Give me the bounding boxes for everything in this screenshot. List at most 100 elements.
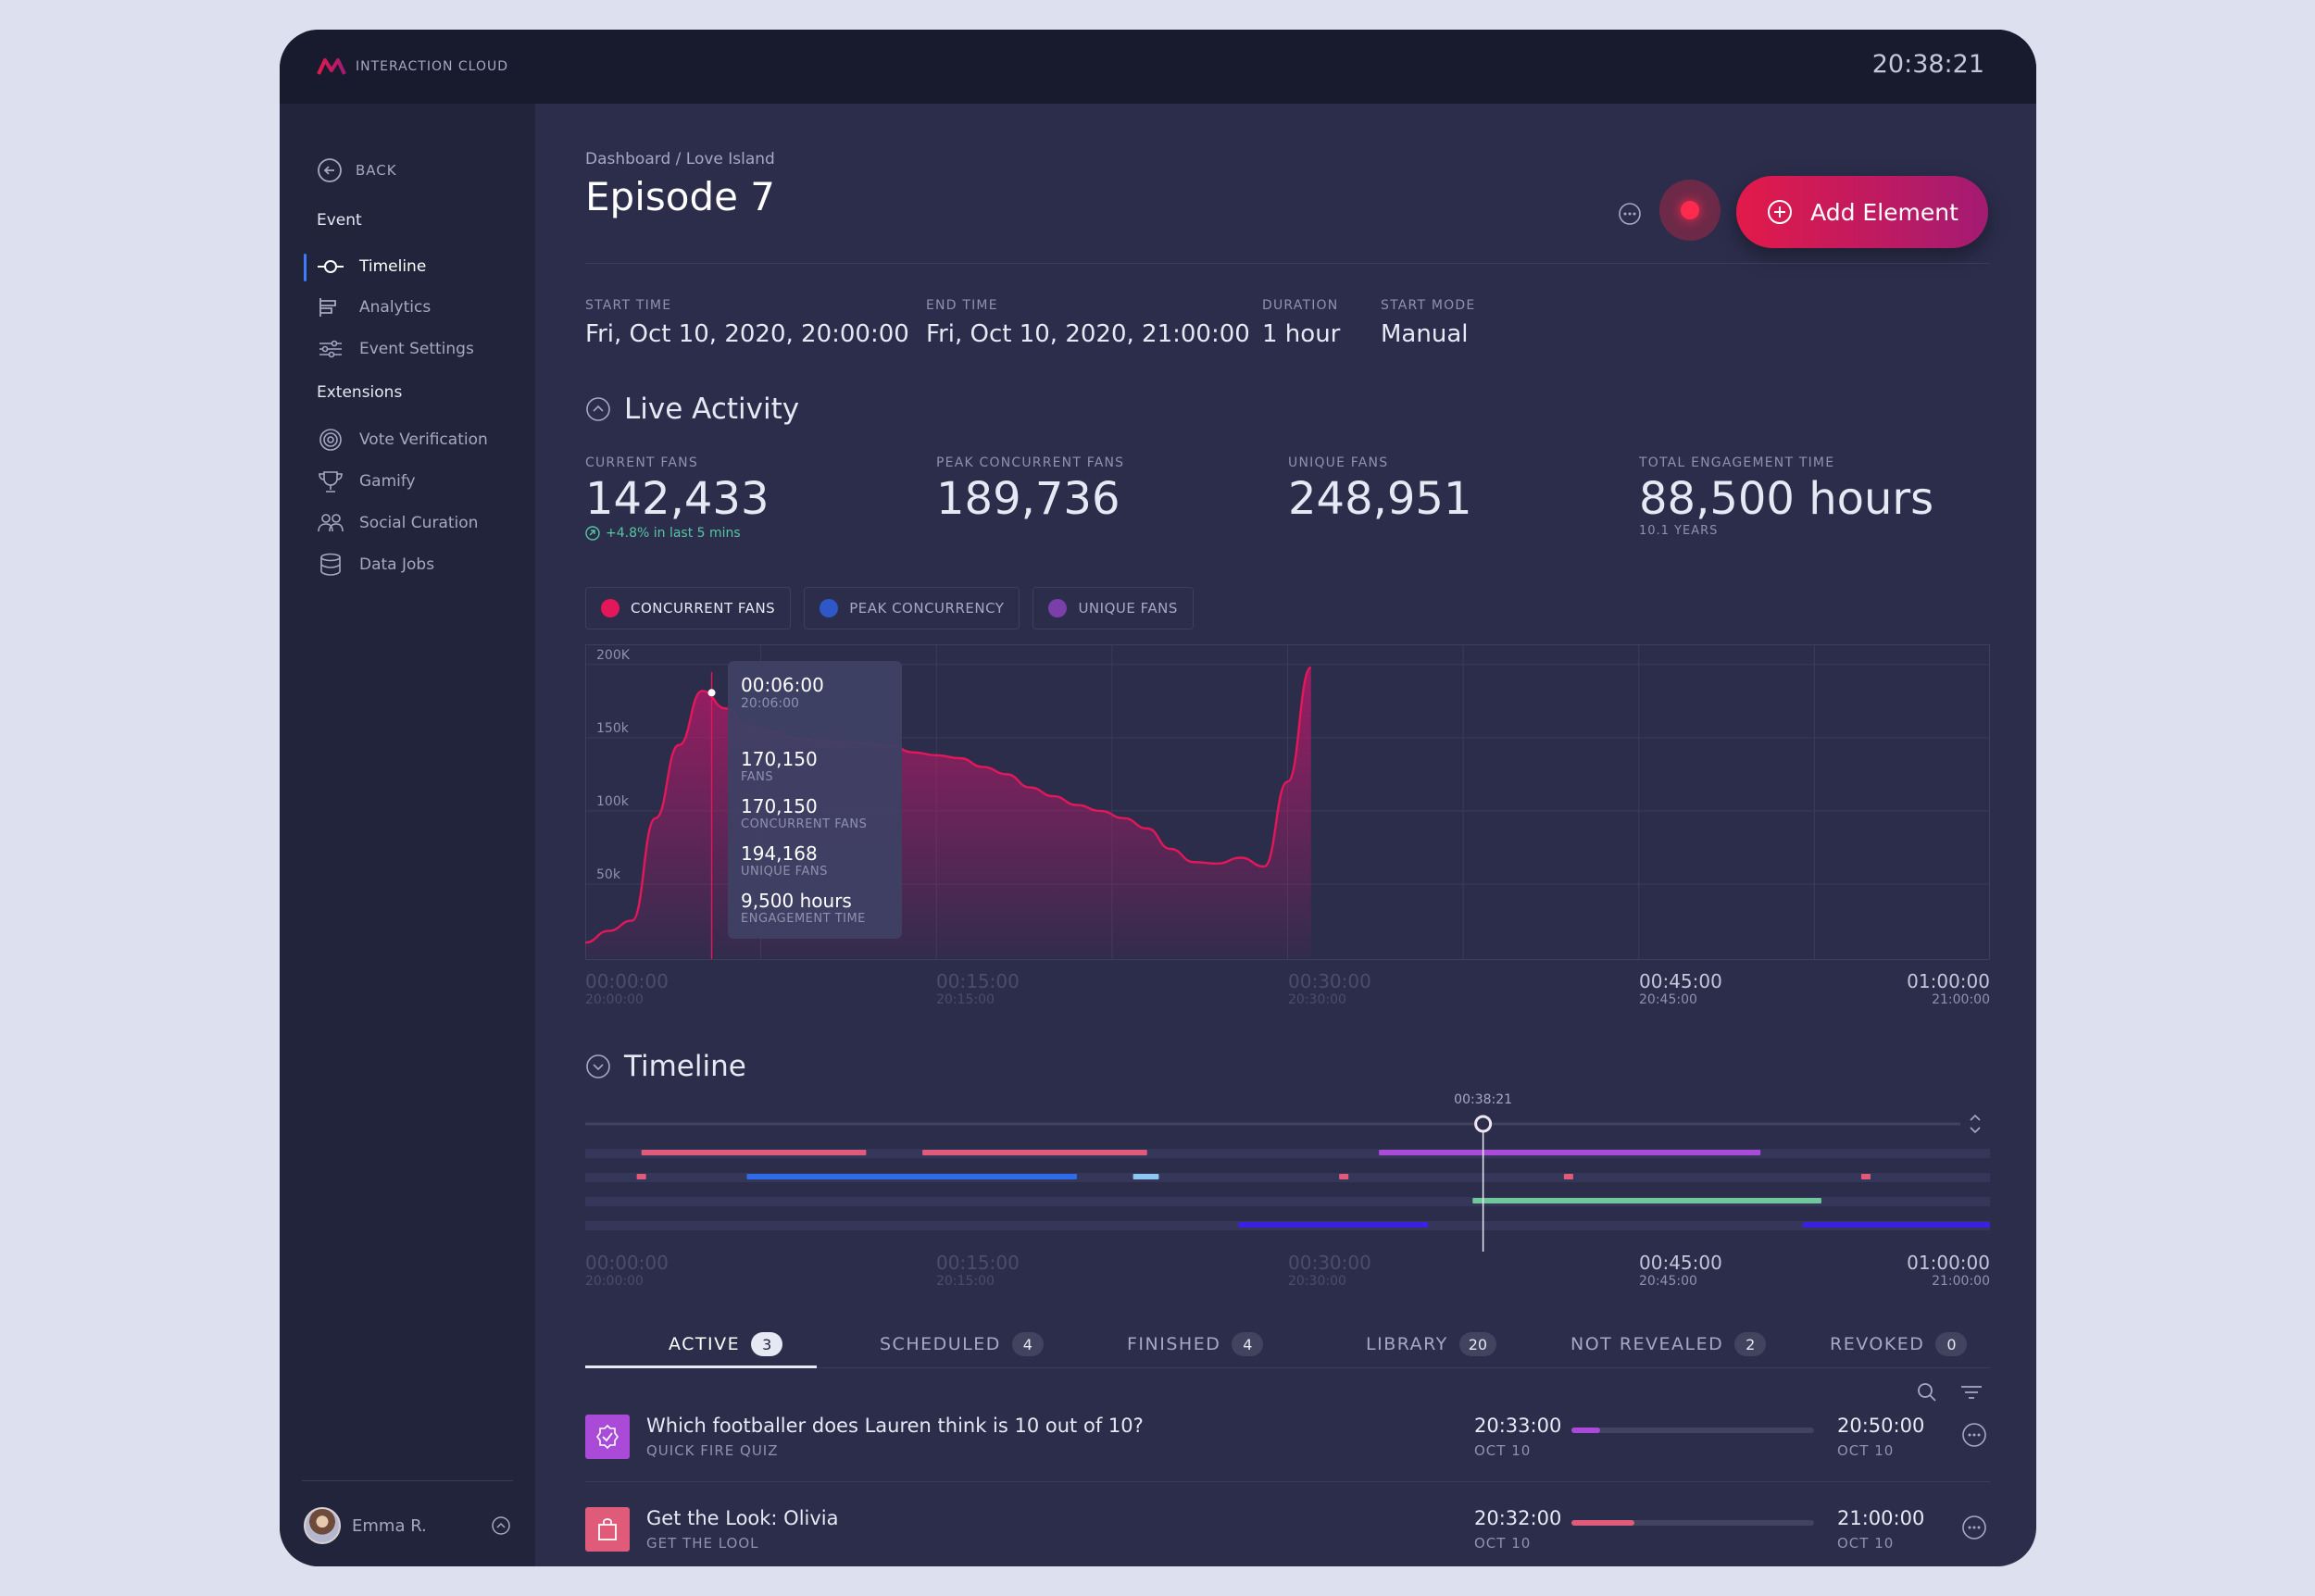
timeline-lane [585, 1173, 1990, 1182]
more-options-icon[interactable] [1618, 202, 1642, 226]
hover-point [707, 689, 716, 697]
more-options-icon[interactable] [1961, 1422, 1987, 1448]
x-tick-label: 01:00:00 [1907, 970, 1990, 992]
x-tick-sublabel: 20:45:00 [1639, 1274, 1697, 1289]
start-mode: START MODE Manual [1381, 298, 1475, 348]
tabs-divider [585, 1367, 1990, 1368]
timeline-segment[interactable] [636, 1174, 646, 1179]
element-end: 21:00:00 [1837, 1507, 1925, 1529]
element-end-date: OCT 10 [1837, 1442, 1895, 1459]
engagement-label: TOTAL ENGAGEMENT TIME [1639, 455, 1835, 470]
element-start-date: OCT 10 [1474, 1442, 1532, 1459]
sidebar-item-analytics[interactable]: Analytics [317, 296, 431, 318]
timeline-segment[interactable] [1132, 1174, 1159, 1179]
breadcrumb[interactable]: Dashboard / Love Island [585, 150, 775, 168]
legend-concurrent-fans[interactable]: CONCURRENT FANS [585, 587, 792, 630]
sidebar-item-data-jobs[interactable]: Data Jobs [317, 553, 434, 577]
concurrent-fans-area [585, 667, 1311, 957]
peak-label: PEAK CONCURRENT FANS [936, 455, 1125, 470]
element-progress [1571, 1520, 1814, 1526]
element-end: 20:50:00 [1837, 1415, 1925, 1437]
peak-value: 189,736 [936, 473, 1120, 525]
tab-not-revealed[interactable]: NOT REVEALED 2 [1570, 1324, 1767, 1365]
user-menu[interactable]: Emma R. [304, 1507, 511, 1544]
x-tick: 00:15:00 20:15:00 [936, 1252, 1020, 1289]
timeline-header[interactable]: Timeline [585, 1050, 746, 1083]
header-divider [585, 263, 1990, 264]
sidebar-item-timeline[interactable]: Timeline [317, 256, 426, 278]
section-extensions: Extensions [317, 383, 403, 402]
live-activity-title: Live Activity [624, 393, 800, 426]
tab-label: FINISHED [1127, 1334, 1221, 1354]
live-activity-header[interactable]: Live Activity [585, 393, 799, 426]
timeline-segment[interactable] [922, 1150, 1147, 1155]
section-event: Event [317, 211, 362, 230]
record-button[interactable] [1659, 180, 1721, 241]
element-row[interactable]: Get the Look: Olivia GET THE LOOL 20:32:… [585, 1490, 1990, 1565]
stat-unique-fans: UNIQUE FANS 248,951 [1288, 455, 1472, 522]
timeline-segment[interactable] [1472, 1198, 1821, 1203]
current-fans-trend: +4.8% in last 5 mins [585, 526, 770, 541]
tooltip-concurrent: 170,150 [741, 795, 818, 817]
timeline-x-axis: 00:00:00 20:00:00 00:15:00 20:15:00 00:30:… [585, 1252, 1990, 1289]
timeline-segment[interactable] [641, 1150, 867, 1155]
tab-label: REVOKED [1830, 1334, 1925, 1354]
tab-revoked[interactable]: REVOKED 0 [1830, 1324, 1968, 1365]
legend-label: CONCURRENT FANS [631, 600, 776, 617]
x-tick: 00:00:00 20:00:00 [585, 970, 669, 1007]
timeline-segment[interactable] [1238, 1222, 1429, 1228]
tooltip-time: 00:06:00 [741, 674, 824, 696]
timeline-segment[interactable] [1339, 1174, 1349, 1179]
sidebar-item-label: Event Settings [359, 340, 474, 358]
x-tick: 00:15:00 20:15:00 [936, 970, 1020, 1007]
tab-label: LIBRARY [1366, 1334, 1448, 1354]
sidebar-item-social-curation[interactable]: Social Curation [317, 511, 478, 535]
tab-active-underline [585, 1365, 817, 1368]
sidebar-item-label: Gamify [359, 472, 416, 491]
tab-scheduled[interactable]: SCHEDULED 4 [880, 1324, 1044, 1365]
tab-active[interactable]: ACTIVE 3 [669, 1324, 783, 1365]
tab-library[interactable]: LIBRARY 20 [1366, 1324, 1497, 1365]
playhead-handle[interactable] [1474, 1115, 1493, 1133]
current-fans-value: 142,433 [585, 473, 770, 525]
start-mode-label: START MODE [1381, 298, 1476, 313]
more-options-icon[interactable] [1961, 1515, 1987, 1540]
tab-finished[interactable]: FINISHED 4 [1127, 1324, 1264, 1365]
tooltip-engagement-label: ENGAGEMENT TIME [741, 912, 866, 926]
add-element-label: Add Element [1810, 198, 1958, 226]
timeline-segment[interactable] [746, 1174, 1077, 1179]
timeline-segment[interactable] [1563, 1174, 1573, 1179]
filter-icon[interactable] [1959, 1381, 1983, 1403]
element-row[interactable]: Which footballer does Lauren think is 10… [585, 1398, 1990, 1472]
y-tick-label: 200K [596, 648, 631, 663]
legend-unique-fans[interactable]: UNIQUE FANS [1032, 587, 1194, 630]
unique-label: UNIQUE FANS [1288, 455, 1389, 470]
page-title: Episode 7 [585, 174, 776, 219]
chevron-up-icon[interactable] [491, 1515, 511, 1536]
element-progress-fill [1571, 1428, 1601, 1433]
element-tabs: ACTIVE 3 SCHEDULED 4 FINISHED 4 LIBRARY 20 N… [585, 1324, 1990, 1365]
timeline-track[interactable]: 00:38:21 [585, 1085, 1990, 1252]
sidebar-item-vote-verification[interactable]: Vote Verification [317, 428, 488, 452]
timeline-segment[interactable] [1802, 1222, 1990, 1228]
x-tick-sublabel: 20:00:00 [585, 1274, 644, 1289]
end-time-label: END TIME [926, 298, 998, 313]
add-element-button[interactable]: Add Element [1736, 176, 1988, 248]
element-start: 20:32:00 [1474, 1507, 1562, 1529]
timeline-lane [585, 1149, 1990, 1158]
search-icon[interactable] [1916, 1381, 1938, 1403]
badge-check-glyph [596, 1424, 619, 1450]
settings-sliders-icon [319, 340, 342, 358]
chart-x-axis: 00:00:00 20:00:00 00:15:00 20:15:00 00:30:… [585, 970, 1990, 1007]
duration-value: 1 hour [1262, 320, 1341, 348]
zoom-toggle-icon[interactable] [1970, 1114, 1981, 1134]
back-button[interactable]: BACK [317, 157, 397, 183]
end-time: END TIME Fri, Oct 10, 2020, 21:00:00 [926, 298, 1250, 348]
sidebar-item-gamify[interactable]: Gamify [317, 469, 416, 493]
timeline-segment[interactable] [1860, 1174, 1871, 1179]
legend-swatch [1048, 599, 1068, 617]
timeline-segment[interactable] [1379, 1150, 1761, 1155]
sidebar-item-event-settings[interactable]: Event Settings [317, 338, 474, 360]
trend-text: +4.8% in last 5 mins [606, 526, 741, 542]
legend-peak-concurrency[interactable]: PEAK CONCURRENCY [804, 587, 1020, 630]
